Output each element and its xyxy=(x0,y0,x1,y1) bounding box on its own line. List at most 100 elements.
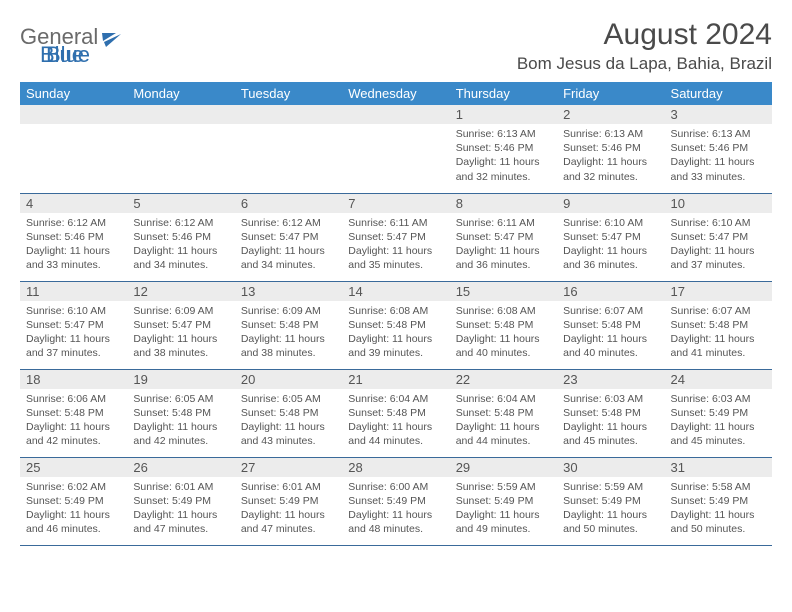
calendar-day-cell: 3Sunrise: 6:13 AMSunset: 5:46 PMDaylight… xyxy=(665,105,772,193)
day-number: 7 xyxy=(342,194,449,213)
calendar-day-cell: 2Sunrise: 6:13 AMSunset: 5:46 PMDaylight… xyxy=(557,105,664,193)
calendar-day-cell: 21Sunrise: 6:04 AMSunset: 5:48 PMDayligh… xyxy=(342,369,449,457)
day-number: 19 xyxy=(127,370,234,389)
day-detail: Sunrise: 6:00 AMSunset: 5:49 PMDaylight:… xyxy=(342,477,449,540)
calendar-week-row: 4Sunrise: 6:12 AMSunset: 5:46 PMDaylight… xyxy=(20,193,772,281)
weekday-header: Tuesday xyxy=(235,82,342,105)
calendar-day-cell: 1Sunrise: 6:13 AMSunset: 5:46 PMDaylight… xyxy=(450,105,557,193)
day-number: 9 xyxy=(557,194,664,213)
calendar-day-cell: 18Sunrise: 6:06 AMSunset: 5:48 PMDayligh… xyxy=(20,369,127,457)
day-detail: Sunrise: 6:07 AMSunset: 5:48 PMDaylight:… xyxy=(665,301,772,364)
day-number: 1 xyxy=(450,105,557,124)
calendar-day-cell: 31Sunrise: 5:58 AMSunset: 5:49 PMDayligh… xyxy=(665,457,772,545)
day-detail: Sunrise: 6:09 AMSunset: 5:47 PMDaylight:… xyxy=(127,301,234,364)
day-detail: Sunrise: 6:12 AMSunset: 5:47 PMDaylight:… xyxy=(235,213,342,276)
day-detail: Sunrise: 6:11 AMSunset: 5:47 PMDaylight:… xyxy=(450,213,557,276)
weekday-header: Monday xyxy=(127,82,234,105)
day-detail: Sunrise: 6:07 AMSunset: 5:48 PMDaylight:… xyxy=(557,301,664,364)
calendar-header-row: SundayMondayTuesdayWednesdayThursdayFrid… xyxy=(20,82,772,105)
brand-text-blue: Blue xyxy=(40,42,84,67)
day-detail: Sunrise: 6:11 AMSunset: 5:47 PMDaylight:… xyxy=(342,213,449,276)
calendar-day-cell: 7Sunrise: 6:11 AMSunset: 5:47 PMDaylight… xyxy=(342,193,449,281)
calendar-week-row: 25Sunrise: 6:02 AMSunset: 5:49 PMDayligh… xyxy=(20,457,772,545)
day-number: 14 xyxy=(342,282,449,301)
calendar-day-cell: 9Sunrise: 6:10 AMSunset: 5:47 PMDaylight… xyxy=(557,193,664,281)
page-header: GeneralBlue August 2024 Bom Jesus da Lap… xyxy=(20,18,772,74)
calendar-day-cell: 16Sunrise: 6:07 AMSunset: 5:48 PMDayligh… xyxy=(557,281,664,369)
day-detail: Sunrise: 6:01 AMSunset: 5:49 PMDaylight:… xyxy=(127,477,234,540)
month-title: August 2024 xyxy=(517,18,772,52)
calendar-day-cell: 28Sunrise: 6:00 AMSunset: 5:49 PMDayligh… xyxy=(342,457,449,545)
day-detail: Sunrise: 6:13 AMSunset: 5:46 PMDaylight:… xyxy=(665,124,772,187)
calendar-table: SundayMondayTuesdayWednesdayThursdayFrid… xyxy=(20,82,772,546)
day-number: 15 xyxy=(450,282,557,301)
day-detail: Sunrise: 6:08 AMSunset: 5:48 PMDaylight:… xyxy=(342,301,449,364)
day-number: 12 xyxy=(127,282,234,301)
calendar-day-cell: 15Sunrise: 6:08 AMSunset: 5:48 PMDayligh… xyxy=(450,281,557,369)
calendar-empty-cell xyxy=(235,105,342,193)
calendar-day-cell: 13Sunrise: 6:09 AMSunset: 5:48 PMDayligh… xyxy=(235,281,342,369)
day-number: 4 xyxy=(20,194,127,213)
day-number: 6 xyxy=(235,194,342,213)
day-number: 30 xyxy=(557,458,664,477)
day-number: 26 xyxy=(127,458,234,477)
day-number: 25 xyxy=(20,458,127,477)
day-number: 28 xyxy=(342,458,449,477)
day-number: 21 xyxy=(342,370,449,389)
calendar-day-cell: 8Sunrise: 6:11 AMSunset: 5:47 PMDaylight… xyxy=(450,193,557,281)
calendar-page: GeneralBlue August 2024 Bom Jesus da Lap… xyxy=(0,0,792,556)
day-number: 29 xyxy=(450,458,557,477)
calendar-day-cell: 14Sunrise: 6:08 AMSunset: 5:48 PMDayligh… xyxy=(342,281,449,369)
day-number: 13 xyxy=(235,282,342,301)
calendar-day-cell: 29Sunrise: 5:59 AMSunset: 5:49 PMDayligh… xyxy=(450,457,557,545)
day-number: 16 xyxy=(557,282,664,301)
calendar-day-cell: 19Sunrise: 6:05 AMSunset: 5:48 PMDayligh… xyxy=(127,369,234,457)
day-detail: Sunrise: 6:06 AMSunset: 5:48 PMDaylight:… xyxy=(20,389,127,452)
weekday-header: Sunday xyxy=(20,82,127,105)
day-number: 20 xyxy=(235,370,342,389)
day-number xyxy=(235,105,342,124)
calendar-day-cell: 30Sunrise: 5:59 AMSunset: 5:49 PMDayligh… xyxy=(557,457,664,545)
day-number: 8 xyxy=(450,194,557,213)
day-number: 18 xyxy=(20,370,127,389)
weekday-header: Friday xyxy=(557,82,664,105)
day-number: 5 xyxy=(127,194,234,213)
calendar-day-cell: 17Sunrise: 6:07 AMSunset: 5:48 PMDayligh… xyxy=(665,281,772,369)
day-detail: Sunrise: 6:05 AMSunset: 5:48 PMDaylight:… xyxy=(127,389,234,452)
calendar-week-row: 11Sunrise: 6:10 AMSunset: 5:47 PMDayligh… xyxy=(20,281,772,369)
day-detail: Sunrise: 6:09 AMSunset: 5:48 PMDaylight:… xyxy=(235,301,342,364)
calendar-empty-cell xyxy=(20,105,127,193)
weekday-header: Thursday xyxy=(450,82,557,105)
calendar-body: 1Sunrise: 6:13 AMSunset: 5:46 PMDaylight… xyxy=(20,105,772,545)
day-detail: Sunrise: 6:10 AMSunset: 5:47 PMDaylight:… xyxy=(557,213,664,276)
day-detail: Sunrise: 6:12 AMSunset: 5:46 PMDaylight:… xyxy=(127,213,234,276)
calendar-week-row: 1Sunrise: 6:13 AMSunset: 5:46 PMDaylight… xyxy=(20,105,772,193)
day-detail: Sunrise: 6:04 AMSunset: 5:48 PMDaylight:… xyxy=(450,389,557,452)
day-number xyxy=(342,105,449,124)
day-detail: Sunrise: 6:13 AMSunset: 5:46 PMDaylight:… xyxy=(450,124,557,187)
calendar-day-cell: 5Sunrise: 6:12 AMSunset: 5:46 PMDaylight… xyxy=(127,193,234,281)
day-number xyxy=(127,105,234,124)
day-detail: Sunrise: 6:01 AMSunset: 5:49 PMDaylight:… xyxy=(235,477,342,540)
calendar-week-row: 18Sunrise: 6:06 AMSunset: 5:48 PMDayligh… xyxy=(20,369,772,457)
day-number: 23 xyxy=(557,370,664,389)
day-number: 2 xyxy=(557,105,664,124)
day-detail: Sunrise: 6:10 AMSunset: 5:47 PMDaylight:… xyxy=(20,301,127,364)
calendar-day-cell: 23Sunrise: 6:03 AMSunset: 5:48 PMDayligh… xyxy=(557,369,664,457)
day-number: 11 xyxy=(20,282,127,301)
flag-icon xyxy=(100,32,125,48)
calendar-day-cell: 22Sunrise: 6:04 AMSunset: 5:48 PMDayligh… xyxy=(450,369,557,457)
day-detail: Sunrise: 6:03 AMSunset: 5:48 PMDaylight:… xyxy=(557,389,664,452)
day-detail: Sunrise: 6:05 AMSunset: 5:48 PMDaylight:… xyxy=(235,389,342,452)
calendar-day-cell: 10Sunrise: 6:10 AMSunset: 5:47 PMDayligh… xyxy=(665,193,772,281)
day-number: 10 xyxy=(665,194,772,213)
day-number: 3 xyxy=(665,105,772,124)
calendar-day-cell: 4Sunrise: 6:12 AMSunset: 5:46 PMDaylight… xyxy=(20,193,127,281)
calendar-day-cell: 25Sunrise: 6:02 AMSunset: 5:49 PMDayligh… xyxy=(20,457,127,545)
calendar-day-cell: 20Sunrise: 6:05 AMSunset: 5:48 PMDayligh… xyxy=(235,369,342,457)
day-number xyxy=(20,105,127,124)
day-detail: Sunrise: 6:02 AMSunset: 5:49 PMDaylight:… xyxy=(20,477,127,540)
calendar-day-cell: 11Sunrise: 6:10 AMSunset: 5:47 PMDayligh… xyxy=(20,281,127,369)
calendar-day-cell: 26Sunrise: 6:01 AMSunset: 5:49 PMDayligh… xyxy=(127,457,234,545)
calendar-day-cell: 27Sunrise: 6:01 AMSunset: 5:49 PMDayligh… xyxy=(235,457,342,545)
